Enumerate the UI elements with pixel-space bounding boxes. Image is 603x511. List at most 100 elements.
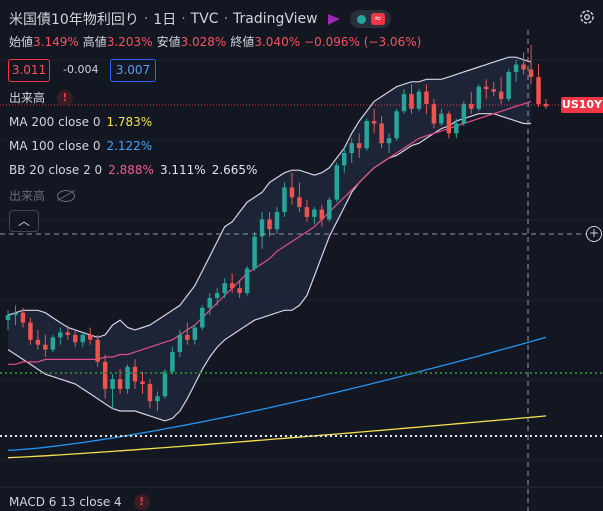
ma100-legend[interactable]: MA 100 close 0 2.122% [9, 139, 152, 153]
symbol-title[interactable]: 米国債10年物利回り [9, 12, 139, 28]
candle-body [289, 187, 295, 198]
candle-body [401, 94, 407, 112]
candle [528, 44, 534, 85]
candle [102, 354, 108, 399]
candle [237, 280, 242, 298]
candle-body [58, 332, 63, 338]
macd-legend[interactable]: MACD 6 13 close 4 ! [9, 494, 150, 510]
candle-body [469, 103, 474, 109]
volume-legend[interactable]: 出来高 ! [9, 89, 74, 106]
candle-body [297, 197, 302, 208]
candle-body [356, 143, 362, 149]
candle-body [13, 312, 18, 316]
candle-body [140, 381, 145, 384]
candle [439, 108, 444, 126]
candle [177, 329, 183, 357]
candle [28, 317, 33, 345]
buy-button[interactable]: 3.007 [110, 59, 156, 82]
candle-body [43, 344, 48, 350]
collapse-legend-button[interactable]: ︿ [9, 210, 39, 232]
candle-body [431, 103, 437, 124]
hidden-volume-legend[interactable]: 出来高 [9, 187, 76, 204]
candle [312, 207, 317, 225]
candle [170, 347, 175, 375]
candle [65, 325, 71, 340]
candle [454, 118, 459, 139]
candle [424, 84, 429, 114]
candle [87, 327, 93, 345]
candle-body [20, 312, 26, 323]
candle-body [483, 86, 489, 90]
macd-warning-icon[interactable]: ! [133, 494, 150, 510]
grid-lines [0, 59, 603, 461]
candle-body [214, 293, 220, 298]
candle-body [394, 111, 399, 139]
candle [513, 59, 519, 82]
bollinger-band-fill [8, 57, 532, 421]
gear-icon[interactable] [577, 7, 597, 27]
spread-value: -0.004 [63, 63, 99, 76]
candle-body [334, 165, 340, 200]
add-plus-icon[interactable]: + [586, 226, 602, 242]
candle [416, 89, 422, 112]
candle [401, 89, 407, 114]
candle [304, 199, 310, 222]
candle-body [379, 123, 384, 144]
candle [200, 305, 205, 330]
high-label: 高値 [82, 35, 107, 49]
realtime-wave-icon: ≈ [370, 13, 385, 25]
candle [282, 182, 287, 217]
bb-lower-line [7, 113, 532, 422]
candle [13, 305, 18, 326]
candle-body [267, 219, 272, 230]
volume-label: 出来高 [9, 91, 46, 105]
candle [342, 148, 347, 173]
open-label: 始値 [9, 35, 34, 49]
candle [185, 322, 190, 345]
bb-label: BB 20 close 2 0 [9, 163, 103, 177]
flag-icon[interactable] [327, 13, 340, 25]
candle-body [536, 77, 541, 104]
candle [274, 207, 280, 235]
candle-body [222, 283, 227, 294]
close-label: 終値 [230, 35, 255, 49]
candle [364, 118, 369, 151]
exchange-label: TVC [190, 11, 219, 27]
candle-body [5, 315, 11, 321]
candle-body [528, 69, 534, 77]
ma200-legend[interactable]: MA 200 close 0 1.783% [9, 115, 152, 129]
candle [43, 334, 48, 357]
candle [506, 69, 511, 102]
interval-label[interactable]: 1日 [153, 12, 177, 28]
warning-icon[interactable]: ! [57, 89, 74, 106]
candle [132, 359, 138, 389]
low-value: 3.028% [180, 34, 227, 49]
candle-body [147, 384, 153, 402]
bb-upper-value: 3.111% [159, 163, 206, 177]
candle-body [200, 307, 205, 328]
bb-legend[interactable]: BB 20 close 2 0 2.888% 3.111% 2.665% [9, 163, 257, 177]
candle [244, 266, 250, 296]
bb-lower-value: 2.665% [211, 163, 258, 177]
candle-body [386, 138, 392, 144]
candle-body [364, 121, 369, 149]
candle [349, 138, 354, 163]
eye-hidden-icon[interactable] [57, 189, 76, 202]
market-status-pill[interactable]: ≈ [349, 10, 391, 28]
candle [214, 288, 220, 306]
candle [289, 172, 295, 205]
candle-body [65, 332, 71, 335]
candle [386, 133, 392, 154]
candle-body [446, 113, 452, 134]
candle [5, 310, 11, 330]
sell-button[interactable]: 3.011 [8, 59, 50, 82]
candle [155, 391, 160, 412]
candle [297, 182, 302, 212]
candle [356, 133, 362, 158]
candle-body [125, 366, 130, 389]
candle-body [229, 283, 235, 289]
candle-body [80, 334, 85, 343]
candle [35, 329, 41, 350]
candle-body [461, 103, 467, 124]
